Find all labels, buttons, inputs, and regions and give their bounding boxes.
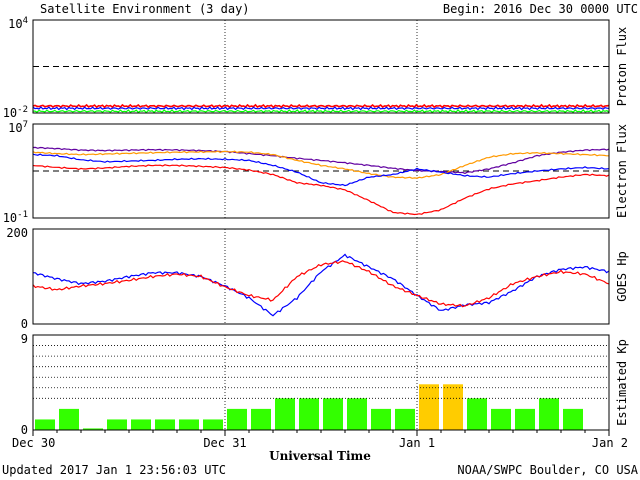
y-tick-label: 10-1 bbox=[3, 210, 28, 225]
y-axis-label: Proton Flux bbox=[615, 27, 629, 106]
y-tick-label: 200 bbox=[6, 226, 28, 240]
panel-electron: 107 10-1 Electron Flux bbox=[3, 120, 629, 225]
y-tick-label: 107 bbox=[8, 120, 28, 135]
panel-proton: 104 10-2 Proton Flux bbox=[3, 16, 629, 120]
panel-frame bbox=[32, 228, 610, 325]
x-axis-label: Universal Time bbox=[269, 449, 371, 463]
x-tick-label: Dec 30 bbox=[12, 436, 55, 450]
source-credit: NOAA/SWPC Boulder, CO USA bbox=[457, 463, 638, 477]
panel-goes-hp: 200 0 GOES Hp bbox=[6, 226, 629, 331]
kp-bar bbox=[131, 419, 151, 430]
y-axis-label: Electron Flux bbox=[615, 124, 629, 218]
kp-bar bbox=[251, 408, 271, 430]
y-tick-label: 10-2 bbox=[3, 105, 28, 120]
kp-bar bbox=[179, 419, 199, 430]
kp-bar bbox=[467, 398, 487, 430]
y-axis-label: GOES Hp bbox=[615, 251, 629, 302]
panel-frame bbox=[32, 19, 610, 114]
updated-timestamp: Updated 2017 Jan 1 23:56:03 UTC bbox=[2, 463, 226, 477]
kp-bar bbox=[299, 398, 319, 430]
x-tick-label: Jan 2 bbox=[592, 436, 628, 450]
panels: 104 10-2 Proton Flux 107 10-1 Electron Flux 20… bbox=[3, 16, 629, 437]
kp-bar bbox=[419, 384, 439, 430]
kp-bar bbox=[491, 408, 511, 430]
kp-bar bbox=[539, 398, 559, 430]
panel-kp: 9 0 Estimated Kp bbox=[21, 332, 629, 437]
y-tick-label: 0 bbox=[21, 317, 28, 331]
kp-bar bbox=[443, 384, 463, 430]
series-line bbox=[32, 153, 610, 187]
kp-bar bbox=[35, 419, 55, 430]
series-line bbox=[32, 150, 609, 179]
y-tick-label: 9 bbox=[21, 332, 28, 346]
kp-bar bbox=[563, 408, 583, 430]
kp-bar bbox=[227, 408, 247, 430]
x-axis: Dec 30 Dec 31 Jan 1 Jan 2 bbox=[12, 430, 628, 450]
x-tick-label: Dec 31 bbox=[203, 436, 246, 450]
chart-title: Satellite Environment (3 day) bbox=[40, 2, 250, 16]
kp-bar bbox=[107, 419, 127, 430]
series-line bbox=[32, 164, 610, 216]
y-tick-label: 0 bbox=[21, 423, 28, 437]
series-line bbox=[32, 146, 610, 175]
kp-bar bbox=[83, 428, 103, 430]
kp-bar bbox=[371, 408, 391, 430]
kp-bar bbox=[323, 398, 343, 430]
y-axis-label: Estimated Kp bbox=[615, 339, 629, 426]
kp-bar bbox=[155, 419, 175, 430]
kp-bar bbox=[395, 408, 415, 430]
series-line bbox=[32, 103, 610, 109]
kp-bar bbox=[515, 408, 535, 430]
kp-bar bbox=[59, 408, 79, 430]
panel-frame bbox=[32, 123, 610, 219]
series-line bbox=[33, 109, 610, 114]
series-line bbox=[32, 260, 610, 308]
series-line bbox=[32, 106, 610, 111]
x-tick-label: Jan 1 bbox=[399, 436, 435, 450]
kp-bar bbox=[275, 398, 295, 430]
kp-bar bbox=[203, 419, 223, 430]
y-tick-label: 104 bbox=[8, 16, 28, 31]
series-line bbox=[32, 253, 610, 317]
begin-time: Begin: 2016 Dec 30 0000 UTC bbox=[443, 2, 638, 16]
kp-bar bbox=[347, 398, 367, 430]
